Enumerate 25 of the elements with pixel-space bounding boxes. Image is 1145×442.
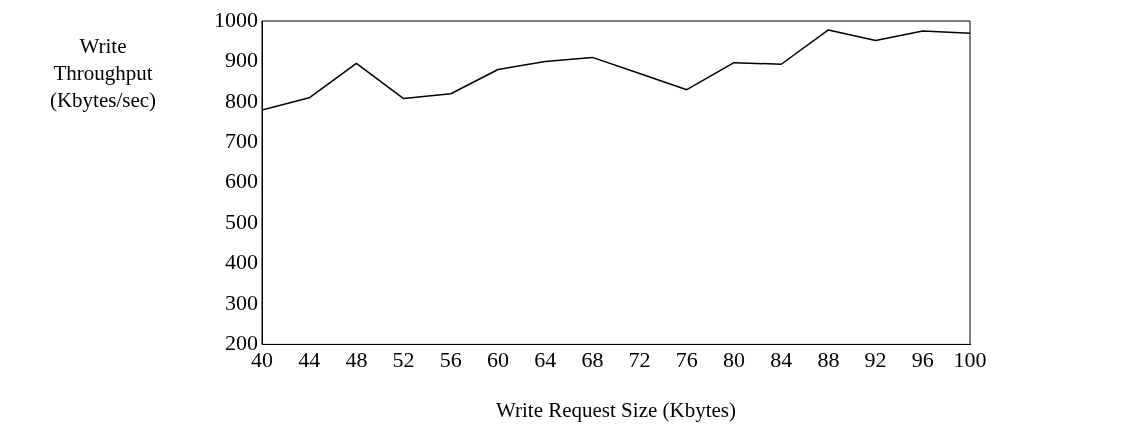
x-tick-label: 68	[581, 347, 604, 373]
x-tick-label: 80	[723, 347, 745, 373]
y-tick-label: 300	[225, 289, 258, 315]
x-tick-label: 52	[392, 347, 415, 373]
x-tick-label: 96	[911, 347, 934, 373]
y-tick-label: 800	[225, 87, 258, 113]
y-axis-title: Write Throughput (Kbytes/sec)	[49, 33, 157, 112]
y-tick-label: 600	[225, 168, 258, 194]
x-tick-label: 60	[487, 347, 509, 373]
x-tick-label: 56	[439, 347, 462, 373]
y-tick-label: 400	[225, 249, 258, 275]
y-tick-label: 1000	[214, 6, 258, 32]
x-tick-label: 88	[817, 347, 840, 373]
x-tick-label: 100	[953, 347, 987, 373]
x-tick-label: 92	[864, 347, 887, 373]
y-tick-label: 900	[225, 47, 258, 73]
y-tick-label: 700	[225, 128, 258, 154]
x-tick-label: 76	[675, 347, 698, 373]
y-tick-label: 500	[225, 208, 258, 234]
x-tick-label: 48	[345, 347, 368, 373]
x-tick-label: 44	[298, 347, 321, 373]
x-tick-label: 72	[628, 347, 651, 373]
x-axis-title: Write Request Size (Kbytes)	[495, 397, 737, 422]
x-tick-label: 64	[534, 347, 557, 373]
x-tick-label: 84	[770, 347, 793, 373]
